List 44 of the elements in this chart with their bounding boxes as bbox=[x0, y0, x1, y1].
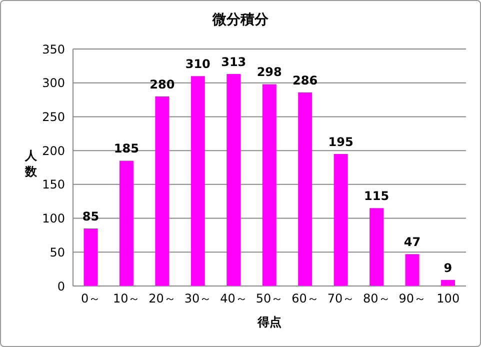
x-tick-label: 90～ bbox=[398, 292, 426, 306]
x-tick-label: 50～ bbox=[256, 292, 284, 306]
bar bbox=[190, 76, 205, 286]
y-axis-title: 人数 bbox=[24, 148, 38, 178]
bar bbox=[155, 96, 170, 286]
data-label: 280 bbox=[150, 77, 175, 92]
y-tick-label: 50 bbox=[50, 245, 65, 260]
x-tick-label: 20～ bbox=[148, 292, 176, 306]
chart-title: 微分積分 bbox=[211, 11, 270, 29]
x-tick-label: 80～ bbox=[363, 292, 390, 306]
x-axis-title: 得点 bbox=[256, 315, 282, 329]
bar bbox=[84, 228, 98, 286]
y-tick-label: 250 bbox=[42, 110, 65, 124]
data-label: 310 bbox=[185, 57, 210, 72]
x-tick-label: 60～ bbox=[292, 292, 319, 306]
y-tick-label: 150 bbox=[42, 178, 65, 192]
y-tick-label: 0 bbox=[57, 279, 65, 294]
bar bbox=[334, 154, 348, 286]
data-label: 185 bbox=[114, 142, 139, 156]
bar bbox=[370, 208, 384, 286]
data-label: 313 bbox=[221, 55, 246, 70]
y-tick-label: 200 bbox=[42, 144, 65, 158]
bar bbox=[262, 84, 276, 286]
data-label: 195 bbox=[328, 134, 354, 149]
x-tick-label: 40～ bbox=[220, 292, 248, 306]
bar bbox=[405, 254, 420, 286]
data-label: 298 bbox=[256, 65, 282, 80]
bar bbox=[298, 92, 312, 286]
x-tick-label: 100 bbox=[436, 292, 460, 306]
data-label: 85 bbox=[82, 209, 100, 224]
bar bbox=[119, 160, 134, 286]
data-label: 47 bbox=[404, 235, 421, 250]
data-label: 9 bbox=[444, 260, 452, 275]
x-tick-label: 70～ bbox=[327, 292, 355, 306]
x-tick-label: 0～ bbox=[81, 292, 101, 306]
bar bbox=[226, 74, 241, 286]
x-tick-label: 30～ bbox=[184, 292, 212, 306]
y-tick-label: 100 bbox=[42, 212, 65, 226]
y-tick-label: 350 bbox=[42, 42, 65, 56]
y-tick-label: 300 bbox=[42, 76, 65, 90]
data-label: 115 bbox=[364, 189, 390, 204]
data-label: 286 bbox=[292, 73, 318, 88]
x-tick-label: 10～ bbox=[112, 292, 140, 306]
bar bbox=[440, 280, 455, 286]
